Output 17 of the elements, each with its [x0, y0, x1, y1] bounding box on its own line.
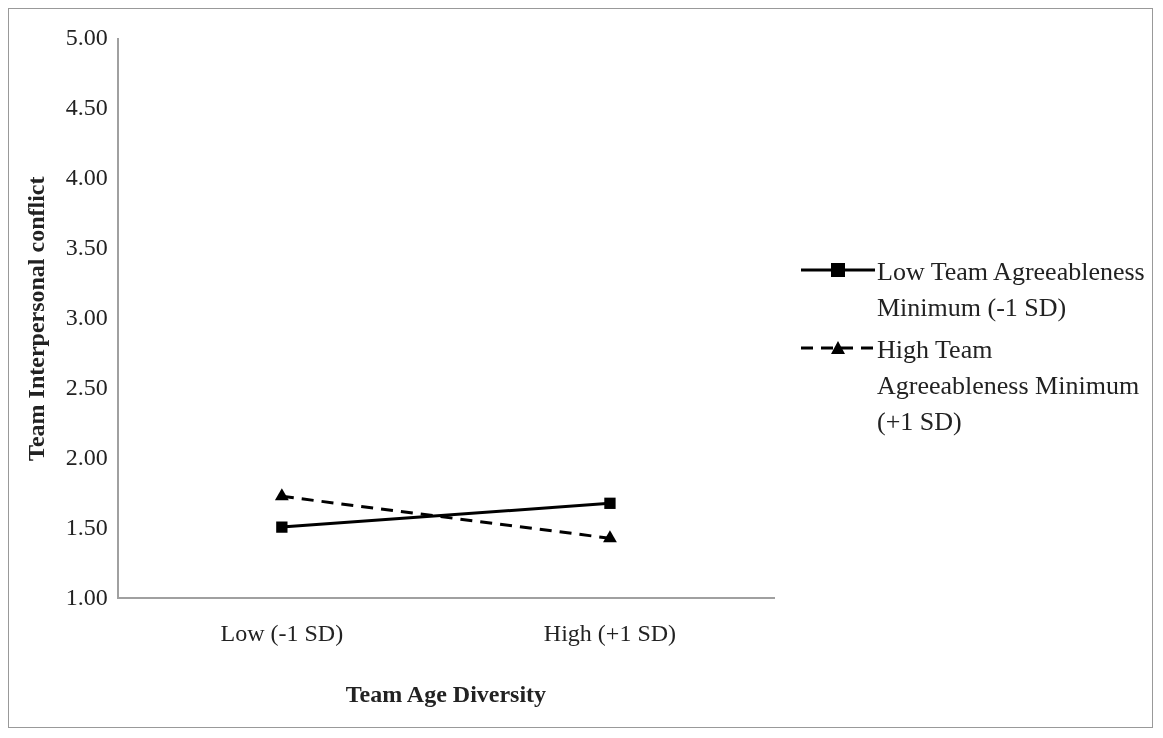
y-tick-label: 5.00 [65, 24, 108, 51]
x-tick-label: High (+1 SD) [543, 620, 677, 647]
y-tick-label: 2.00 [65, 443, 108, 470]
point [604, 497, 616, 509]
y-tick-label: 4.00 [65, 164, 108, 191]
y-tick-label: 3.50 [65, 234, 108, 261]
legend-label: Low Team Agreeableness Minimum (-1 SD) [877, 256, 1146, 324]
x-tick-label: Low (-1 SD) [220, 620, 344, 647]
y-tick-label: 4.50 [65, 94, 108, 121]
y-tick-label: 1.00 [65, 583, 108, 610]
y-tick-label: 2.50 [65, 373, 108, 400]
point [276, 521, 288, 533]
y-tick-label: 1.50 [65, 513, 108, 540]
y-tick-label: 3.00 [65, 304, 108, 330]
x-axis-title: Team Age Diversity [345, 680, 547, 707]
y-axis-title: Team Interpersonal conflict [22, 176, 49, 461]
legend-label: High Team Agreeableness Minimum (+1 SD) [877, 334, 1141, 438]
